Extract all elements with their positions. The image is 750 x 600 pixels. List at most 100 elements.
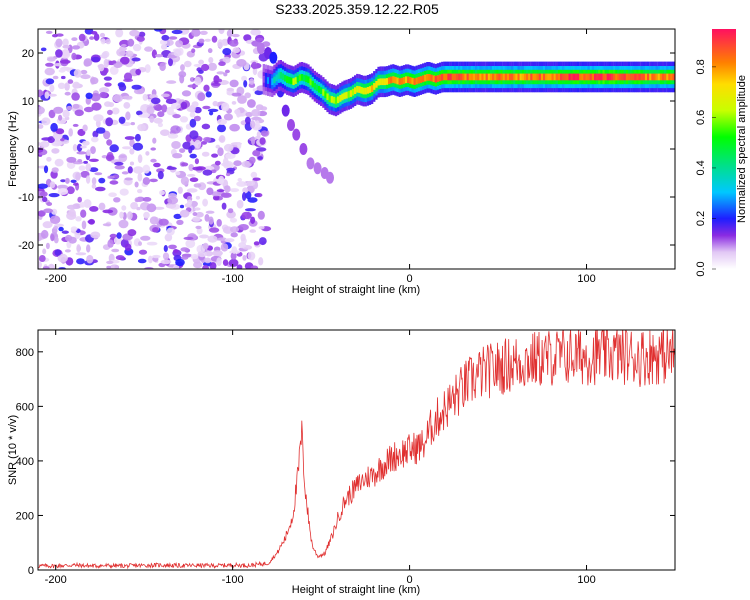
noise-blob (199, 30, 208, 35)
noise-blob (149, 216, 159, 225)
noise-blob (201, 123, 211, 130)
noise-blob (260, 130, 269, 136)
noise-blob (51, 167, 59, 173)
noise-blob (222, 48, 232, 56)
tone-cell (494, 73, 497, 81)
tone-cell (528, 73, 531, 81)
noise-blob (124, 243, 132, 251)
noise-blob (53, 236, 59, 244)
noise-blob (259, 137, 266, 145)
noise-blob (72, 81, 80, 89)
noise-blob (134, 181, 139, 188)
noise-blob (105, 38, 111, 45)
noise-blob (189, 130, 199, 140)
noise-blob (173, 49, 182, 57)
tone-cell (322, 89, 325, 96)
noise-blob (166, 227, 175, 236)
tone-cell (451, 73, 454, 81)
noise-blob (160, 129, 170, 136)
noise-blob (207, 235, 218, 243)
noise-blob (186, 188, 198, 193)
noise-blob (75, 216, 82, 222)
noise-blob (103, 76, 112, 81)
noise-blob (61, 49, 70, 57)
noise-blob (145, 151, 150, 156)
tone-cell (489, 73, 493, 81)
noise-blob (255, 193, 263, 198)
noise-blob (115, 29, 124, 38)
tone-cell (668, 73, 671, 81)
noise-blob (143, 211, 150, 219)
noise-blob (231, 33, 240, 38)
noise-blob (70, 179, 77, 183)
noise-blob (49, 215, 61, 224)
tail-point (281, 104, 290, 117)
noise-blob (85, 163, 92, 172)
tone-cell (292, 78, 295, 85)
noise-blob (148, 255, 153, 264)
tone-cell (264, 76, 268, 84)
tone-cell (638, 73, 641, 81)
noise-blob (229, 188, 240, 193)
noise-blob (98, 177, 106, 184)
noise-blob (222, 259, 229, 266)
noise-blob (129, 29, 140, 37)
noise-blob (42, 248, 47, 255)
tone-cell (400, 77, 403, 85)
noise-blob (250, 216, 256, 224)
noise-blob (120, 56, 130, 65)
noise-blob (247, 251, 256, 261)
noise-blob (212, 195, 220, 201)
noise-blob (100, 38, 106, 45)
tone-cell (300, 74, 304, 81)
noise-blob (114, 165, 125, 170)
noise-blob (66, 156, 77, 163)
noise-blob (204, 250, 214, 257)
tone-cell (534, 73, 537, 81)
noise-blob (216, 71, 225, 75)
noise-blob (257, 210, 265, 220)
noise-blob (199, 234, 209, 239)
tone-cell (296, 75, 299, 83)
noise-blob (183, 236, 194, 240)
tone-cell (519, 73, 522, 81)
noise-blob (204, 214, 210, 222)
noise-blob (236, 264, 243, 269)
tone-cell (464, 73, 467, 81)
noise-blob (95, 186, 106, 192)
tone-cell (623, 73, 626, 81)
noise-blob (246, 185, 255, 194)
noise-blob (90, 146, 96, 155)
tone-cell (655, 73, 658, 81)
noise-blob (226, 210, 236, 219)
noise-blob (224, 238, 235, 243)
noise-blob (91, 136, 99, 143)
noise-blob (87, 219, 95, 224)
noise-blob (255, 120, 260, 129)
tone-cell (320, 87, 323, 94)
tone-cell (339, 95, 342, 102)
noise-blob (74, 109, 84, 117)
noise-blob (82, 140, 90, 146)
tone-cell (428, 74, 431, 81)
noise-blob (79, 202, 86, 208)
tone-cell (343, 92, 346, 100)
spectrogram-marks (38, 29, 675, 269)
noise-blob (202, 105, 211, 110)
tone-cell (434, 75, 437, 83)
spectrogram-xlabel: Height of straight line (km) (292, 284, 420, 296)
noise-blob (44, 67, 55, 76)
noise-blob (191, 29, 201, 37)
noise-blob (243, 80, 248, 88)
tone-cell (443, 73, 446, 81)
noise-blob (250, 265, 259, 269)
snr-axes: -200 -100 0 100 0 200 400 600 800 (16, 330, 675, 586)
noise-blob (205, 91, 212, 98)
noise-blob (59, 59, 71, 64)
noise-blob (109, 144, 119, 153)
noise-blob (132, 43, 142, 52)
tone-cell (608, 73, 612, 81)
colorbar-label: Normalized spectral amplitude (736, 75, 748, 223)
tone-cell (432, 75, 435, 83)
